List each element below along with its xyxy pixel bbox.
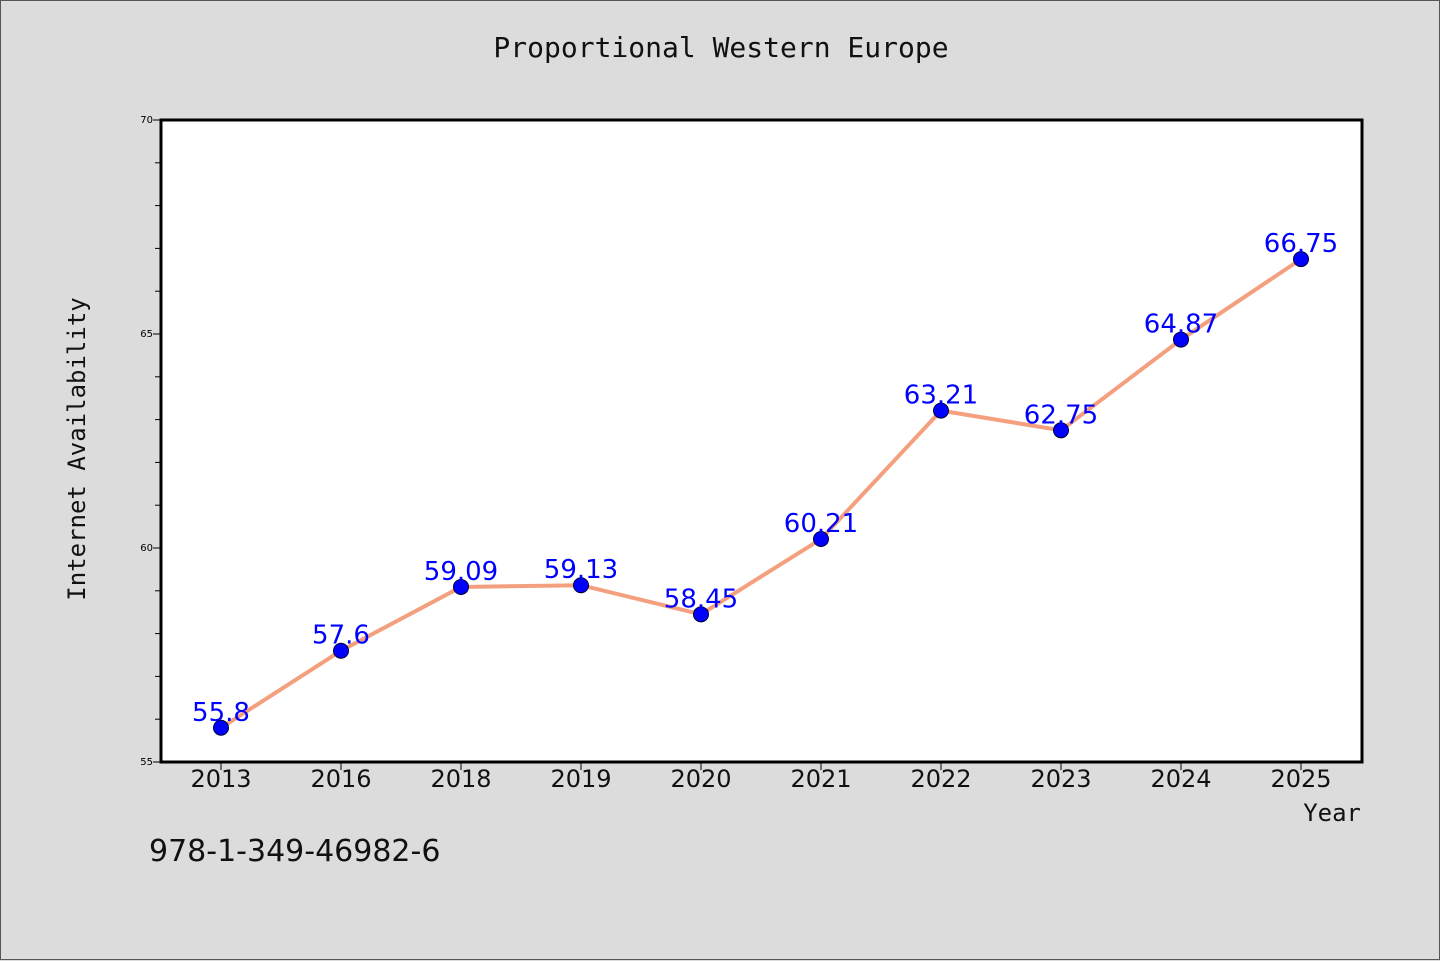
x-tick-label: 2019 (550, 765, 611, 793)
x-tick-label: 2021 (790, 765, 851, 793)
plot-area (161, 120, 1362, 762)
data-point (453, 578, 469, 595)
x-tick-label: 2020 (670, 765, 731, 793)
series-line (219, 257, 1303, 730)
x-tick-label: 2024 (1150, 765, 1211, 793)
data-label: 59.13 (544, 555, 618, 585)
y-tick-label: 65 (140, 329, 153, 340)
data-point (333, 642, 349, 659)
x-tick-label: 2022 (910, 765, 971, 793)
data-point (813, 531, 829, 548)
data-label: 62.75 (1024, 400, 1098, 430)
data-label: 64.87 (1144, 310, 1218, 340)
data-label: 58.45 (664, 584, 738, 614)
y-tick-label: 70 (140, 115, 153, 126)
data-label: 63.21 (904, 381, 978, 411)
data-point (1173, 331, 1189, 348)
x-tick-label: 2023 (1030, 765, 1091, 793)
y-axis-label: Internet Availability (63, 297, 91, 600)
plot-frame (159, 118, 1364, 764)
data-label: 66.75 (1264, 229, 1338, 259)
data-point (693, 606, 709, 623)
x-tick-label: 2013 (190, 765, 251, 793)
chart-title: Proportional Western Europe (493, 31, 949, 64)
x-tick-label: 2016 (310, 765, 371, 793)
x-tick-label: 2018 (430, 765, 491, 793)
y-tick-label: 55 (140, 757, 153, 768)
x-axis-label: Year (1303, 799, 1361, 827)
x-tick-label: 2025 (1270, 765, 1331, 793)
isbn-annotation: 978-1-349-46982-6 (149, 834, 441, 869)
data-point (1053, 422, 1069, 439)
data-label: 55.8 (192, 698, 250, 728)
data-point (1293, 251, 1309, 268)
data-point (573, 577, 589, 594)
data-point (213, 719, 229, 736)
data-label: 57.6 (312, 621, 370, 651)
data-label: 60.21 (784, 509, 858, 539)
y-tick-label: 60 (140, 543, 153, 554)
data-label: 59.09 (424, 557, 498, 587)
data-point (933, 402, 949, 419)
